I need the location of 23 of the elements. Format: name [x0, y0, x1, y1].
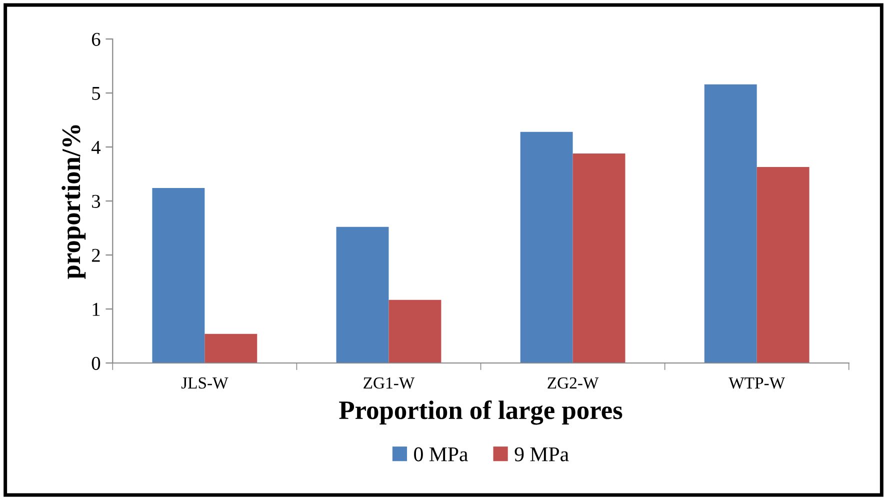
bar — [704, 84, 757, 363]
x-tick-label: ZG2-W — [548, 377, 599, 389]
bar — [152, 188, 205, 363]
legend-label: 9 MPa — [514, 447, 569, 462]
x-tick-label: ZG1-W — [364, 377, 415, 389]
x-tick-label: WTP-W — [728, 378, 786, 389]
y-tick-label: 0 — [92, 356, 100, 370]
legend-label: 0 MPa — [414, 447, 468, 462]
y-tick-label: 3 — [92, 194, 100, 208]
bar — [572, 153, 626, 363]
bar — [756, 166, 810, 363]
y-tick-label: 1 — [92, 302, 100, 316]
y-tick-label: 5 — [92, 87, 100, 100]
x-axis-title: Proportion of large pores — [339, 400, 622, 425]
x-tick-label: JLS-W — [181, 377, 228, 389]
bar — [388, 300, 442, 363]
y-tick-label: 6 — [92, 32, 100, 46]
y-tick-label: 4 — [92, 140, 101, 154]
bar — [520, 132, 573, 363]
bar — [336, 226, 389, 363]
y-tick-label: 2 — [92, 248, 100, 262]
bar — [204, 334, 258, 363]
y-axis-title: proportion/% — [62, 125, 86, 279]
